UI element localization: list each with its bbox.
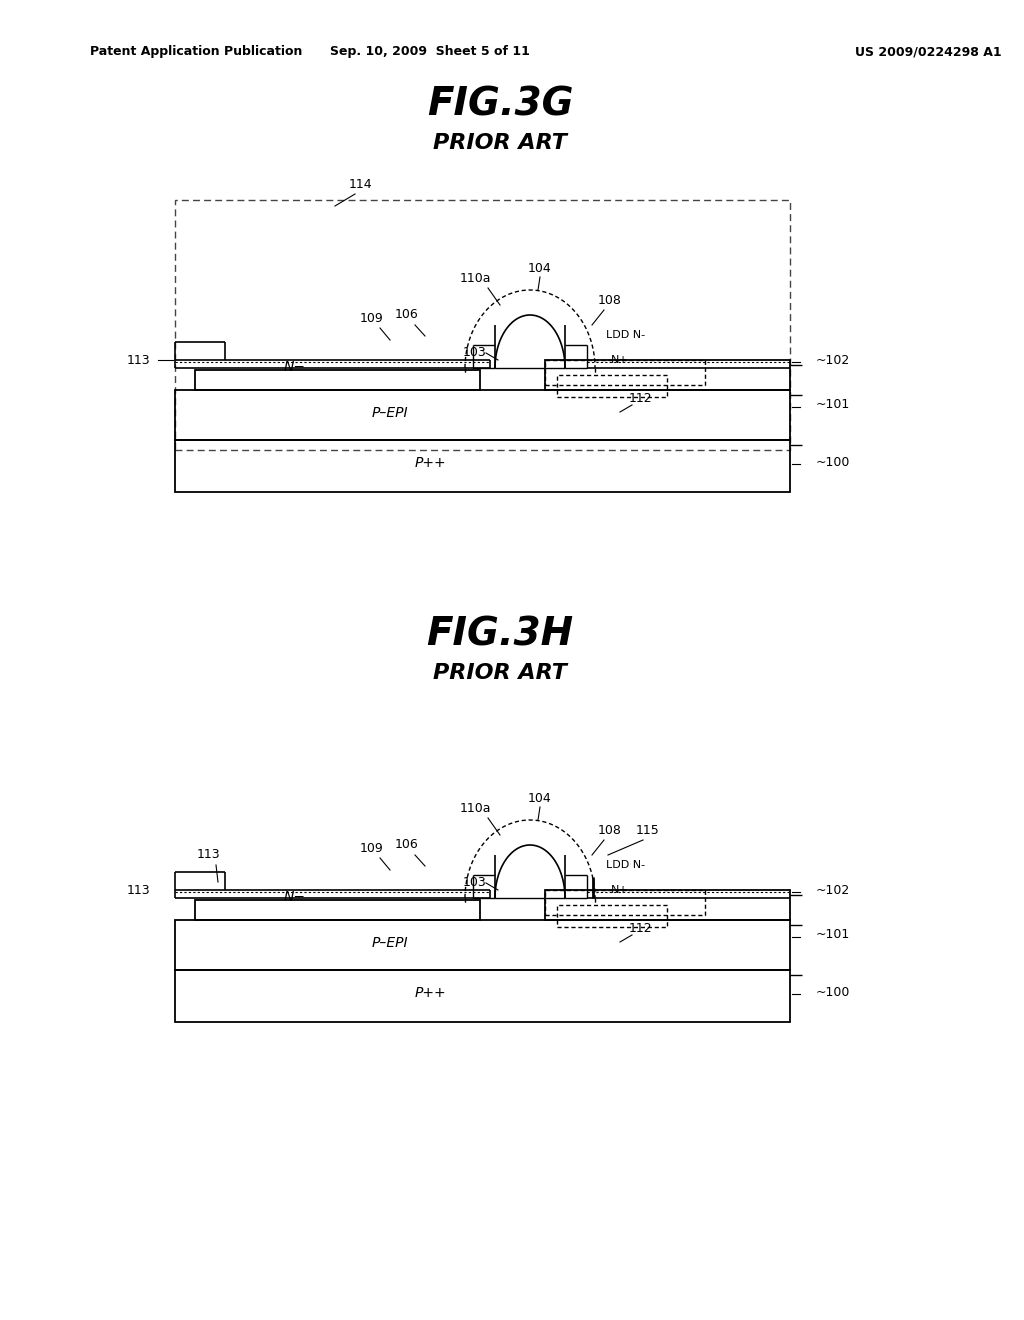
Text: 106: 106	[395, 309, 419, 322]
Text: PRIOR ART: PRIOR ART	[433, 663, 567, 682]
Text: ~102: ~102	[816, 354, 850, 367]
Text: Sep. 10, 2009  Sheet 5 of 11: Sep. 10, 2009 Sheet 5 of 11	[330, 45, 530, 58]
Text: 113: 113	[126, 354, 150, 367]
Bar	[175, 389, 790, 440]
Text: 106: 106	[395, 838, 419, 851]
Bar	[175, 440, 790, 492]
Text: 109: 109	[360, 312, 384, 325]
Bar	[557, 906, 667, 927]
Text: 113: 113	[126, 883, 150, 896]
Text: 109: 109	[360, 842, 384, 854]
Bar	[175, 201, 790, 450]
Text: ~101: ~101	[816, 928, 850, 941]
Text: ~100: ~100	[816, 986, 850, 998]
Text: ~100: ~100	[816, 455, 850, 469]
Bar	[195, 900, 480, 920]
Bar	[545, 890, 790, 920]
Bar	[195, 370, 480, 389]
Text: FIG.3H: FIG.3H	[426, 616, 573, 653]
Text: 108: 108	[598, 293, 622, 306]
Bar	[545, 360, 705, 385]
Text: 103: 103	[463, 346, 486, 359]
Text: P++: P++	[414, 455, 445, 470]
Text: N+: N+	[611, 355, 629, 366]
Text: 115: 115	[636, 824, 659, 837]
Text: 113: 113	[197, 849, 220, 862]
Text: 104: 104	[528, 792, 552, 804]
Text: ~102: ~102	[816, 883, 850, 896]
Bar	[545, 360, 790, 389]
Bar	[545, 890, 705, 915]
Text: 112: 112	[628, 921, 652, 935]
Text: FIG.3G: FIG.3G	[427, 86, 573, 124]
Text: LDD N-: LDD N-	[606, 330, 645, 341]
Text: 114: 114	[348, 178, 372, 191]
Text: N−: N−	[284, 890, 306, 904]
Text: LDD N-: LDD N-	[606, 861, 645, 870]
Text: 108: 108	[598, 824, 622, 837]
Text: P–EPI: P–EPI	[372, 936, 409, 950]
Text: P–EPI: P–EPI	[372, 407, 409, 420]
Text: US 2009/0224298 A1: US 2009/0224298 A1	[855, 45, 1001, 58]
Text: 103: 103	[463, 876, 486, 890]
Text: N−: N−	[284, 360, 306, 374]
Bar	[175, 920, 790, 970]
Text: Patent Application Publication: Patent Application Publication	[90, 45, 302, 58]
Text: PRIOR ART: PRIOR ART	[433, 133, 567, 153]
Text: 110a: 110a	[459, 801, 490, 814]
Text: ~101: ~101	[816, 399, 850, 412]
Text: 110a: 110a	[459, 272, 490, 285]
Bar	[175, 970, 790, 1022]
Text: P++: P++	[414, 986, 445, 1001]
Text: 104: 104	[528, 261, 552, 275]
Text: 112: 112	[628, 392, 652, 404]
Text: N+: N+	[611, 884, 629, 895]
Bar	[557, 375, 667, 397]
